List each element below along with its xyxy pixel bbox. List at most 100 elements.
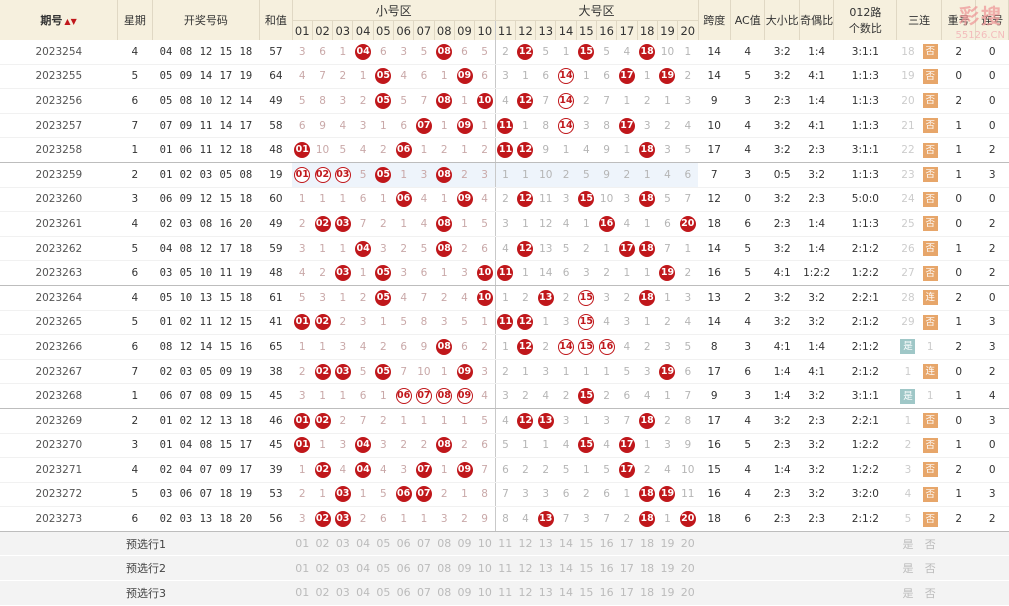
number-cell: 03 xyxy=(332,162,353,188)
preselect-number[interactable]: 20 xyxy=(677,580,699,606)
preselect-number[interactable]: 03 xyxy=(332,531,353,557)
preselect-number[interactable]: 12 xyxy=(515,555,536,582)
number-cell: 11 xyxy=(677,482,699,508)
preselect-number[interactable]: 01 xyxy=(292,531,313,557)
preselect-number[interactable]: 18 xyxy=(637,555,658,582)
number-cell: 1 xyxy=(393,408,414,434)
preselect-number[interactable]: 10 xyxy=(474,555,496,582)
preselect-number[interactable]: 16 xyxy=(596,580,617,606)
preselect-number[interactable]: 08 xyxy=(434,555,455,582)
preselect-number[interactable]: 02 xyxy=(312,531,333,557)
preselect-number[interactable]: 14 xyxy=(555,580,577,606)
preselect-number[interactable]: 15 xyxy=(576,531,597,557)
preselect-number[interactable]: 19 xyxy=(657,555,678,582)
number-cell: 15 xyxy=(576,310,597,336)
preselect-number[interactable]: 20 xyxy=(677,555,699,582)
preselect-number[interactable]: 10 xyxy=(474,580,496,606)
span-value: 17 xyxy=(698,408,731,434)
preselect-number[interactable]: 04 xyxy=(352,580,374,606)
number-cell: 2 xyxy=(352,506,374,532)
weekday: 4 xyxy=(117,40,153,65)
preselect-number[interactable]: 07 xyxy=(413,531,435,557)
number-cell: 3 xyxy=(576,113,597,139)
preselect-number[interactable]: 12 xyxy=(515,580,536,606)
preselect-number[interactable]: 01 xyxy=(292,555,313,582)
number-cell: 12 xyxy=(515,187,536,213)
preselect-number[interactable]: 09 xyxy=(454,531,475,557)
preselect-number[interactable]: 16 xyxy=(596,555,617,582)
number-cell: 4 xyxy=(332,113,353,139)
issue-number: 2023261 xyxy=(0,211,118,237)
preselect-number[interactable]: 04 xyxy=(352,555,374,582)
preselect-yes[interactable]: 是 xyxy=(896,580,920,606)
preselect-number[interactable]: 18 xyxy=(637,580,658,606)
preselect-number[interactable]: 06 xyxy=(393,555,414,582)
number-cell: 7 xyxy=(352,211,374,237)
preselect-no[interactable]: 否 xyxy=(919,580,942,606)
number-cell: 08 xyxy=(434,236,455,262)
preselect-number[interactable]: 09 xyxy=(454,555,475,582)
preselect-yes[interactable]: 是 xyxy=(896,531,920,557)
preselect-number[interactable]: 01 xyxy=(292,580,313,606)
preselect-number[interactable]: 17 xyxy=(616,580,638,606)
preselect-no[interactable]: 否 xyxy=(919,555,942,582)
preselect-number[interactable]: 03 xyxy=(332,580,353,606)
preselect-number[interactable]: 06 xyxy=(393,580,414,606)
preselect-number[interactable]: 06 xyxy=(393,531,414,557)
drawn-ball: 15 xyxy=(578,314,595,331)
preselect-number[interactable]: 05 xyxy=(373,580,394,606)
preselect-number[interactable]: 05 xyxy=(373,555,394,582)
ac-value: 2 xyxy=(730,285,765,311)
preselect-number[interactable]: 03 xyxy=(332,555,353,582)
column-header-qihao[interactable]: 期号 ▲▼ xyxy=(0,0,119,40)
preselect-number[interactable]: 19 xyxy=(657,531,678,557)
number-cell: 5 xyxy=(332,137,353,163)
preselect-number[interactable]: 07 xyxy=(413,580,435,606)
preselect-blank xyxy=(698,555,897,582)
preselect-number[interactable]: 07 xyxy=(413,555,435,582)
preselect-number[interactable]: 02 xyxy=(312,555,333,582)
size-ratio: 3:2 xyxy=(764,113,800,139)
preselect-number[interactable]: 14 xyxy=(555,555,577,582)
number-cell: 2 xyxy=(657,113,678,139)
preselect-number[interactable]: 11 xyxy=(495,531,516,557)
preselect-number[interactable]: 11 xyxy=(495,555,516,582)
preselect-no[interactable]: 否 xyxy=(919,531,942,557)
preselect-number[interactable]: 19 xyxy=(657,580,678,606)
preselect-number[interactable]: 18 xyxy=(637,531,658,557)
sanlian-no-tag: 否 xyxy=(922,118,938,134)
preselect-number[interactable]: 12 xyxy=(515,531,536,557)
preselect-number[interactable]: 17 xyxy=(616,555,638,582)
preselect-yes[interactable]: 是 xyxy=(896,555,920,582)
preselect-number[interactable]: 08 xyxy=(434,580,455,606)
drawn-ball: 02 xyxy=(314,461,331,478)
preselect-number[interactable]: 02 xyxy=(312,580,333,606)
sum-value: 56 xyxy=(259,506,293,532)
number-cell: 02 xyxy=(312,457,333,483)
number-cell: 3 xyxy=(637,113,658,139)
preselect-number[interactable]: 08 xyxy=(434,531,455,557)
sanlian-no-tag: 否 xyxy=(922,68,938,84)
number-cell: 13 xyxy=(535,408,556,434)
preselect-number[interactable]: 14 xyxy=(555,531,577,557)
number-header-20: 20 xyxy=(677,20,699,40)
preselect-number[interactable]: 10 xyxy=(474,531,496,557)
sum-value: 45 xyxy=(259,433,293,459)
number-cell: 8 xyxy=(312,88,333,114)
preselect-number[interactable]: 04 xyxy=(352,531,374,557)
preselect-number[interactable]: 17 xyxy=(616,531,638,557)
size-ratio: 0:5 xyxy=(764,162,800,188)
sort-icon[interactable]: ▲▼ xyxy=(64,17,77,26)
preselect-number[interactable]: 05 xyxy=(373,531,394,557)
preselect-number[interactable]: 13 xyxy=(535,531,556,557)
preselect-number[interactable]: 11 xyxy=(495,580,516,606)
preselect-number[interactable]: 13 xyxy=(535,555,556,582)
preselect-number[interactable]: 13 xyxy=(535,580,556,606)
preselect-number[interactable]: 15 xyxy=(576,555,597,582)
preselect-number[interactable]: 16 xyxy=(596,531,617,557)
preselect-number[interactable]: 09 xyxy=(454,580,475,606)
drawn-ball: 20 xyxy=(679,215,696,232)
preselect-number[interactable]: 20 xyxy=(677,531,699,557)
number-cell: 2 xyxy=(352,285,374,311)
preselect-number[interactable]: 15 xyxy=(576,580,597,606)
